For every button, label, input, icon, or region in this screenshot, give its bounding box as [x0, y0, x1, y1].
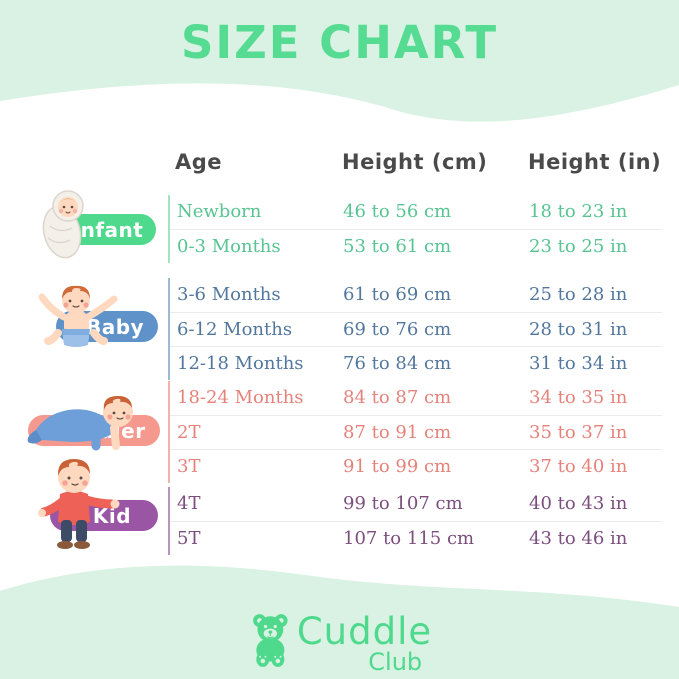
height-in-cell: 18 to 23 in — [529, 201, 628, 222]
age-cell: 6-12 Months — [177, 319, 293, 340]
age-cell: 3-6 Months — [177, 284, 281, 305]
height-cm-cell: 61 to 69 cm — [343, 284, 452, 305]
age-cell: 3T — [177, 456, 201, 477]
table-header-row: Age Height (cm) Height (in) — [175, 150, 668, 174]
table-row: 4T 99 to 107 cm 40 to 43 in — [170, 487, 662, 521]
height-cm-cell: 91 to 99 cm — [343, 456, 452, 477]
table-row: 3T 91 to 99 cm 37 to 40 in — [170, 449, 662, 483]
bottom-wave-decoration — [0, 565, 679, 679]
infant-rows-group: Newborn 46 to 56 cm 18 to 23 in 0-3 Mont… — [168, 195, 662, 263]
height-in-cell: 31 to 34 in — [529, 353, 628, 374]
age-cell: 4T — [177, 493, 201, 514]
age-cell: 18-24 Months — [177, 387, 304, 408]
height-cm-cell: 46 to 56 cm — [343, 201, 452, 222]
column-header-age: Age — [175, 150, 223, 174]
baby-icon — [38, 285, 118, 347]
swaddled-newborn-icon — [42, 190, 84, 259]
brand-name-line1: Cuddle — [296, 610, 433, 653]
table-row: 18-24 Months 84 to 87 cm 34 to 35 in — [170, 381, 662, 415]
height-in-cell: 25 to 28 in — [529, 284, 628, 305]
height-in-cell: 43 to 46 in — [529, 528, 628, 549]
height-in-cell: 40 to 43 in — [529, 493, 628, 514]
toddler-rows-group: 18-24 Months 84 to 87 cm 34 to 35 in 2T … — [168, 381, 662, 483]
height-in-cell: 37 to 40 in — [529, 456, 628, 477]
height-cm-cell: 99 to 107 cm — [343, 493, 463, 514]
age-cell: 12-18 Months — [177, 353, 304, 374]
age-cell: 0-3 Months — [177, 236, 281, 257]
teddy-bear-icon — [252, 614, 288, 667]
column-header-height-cm: Height (cm) — [342, 150, 488, 174]
height-cm-cell: 53 to 61 cm — [343, 236, 452, 257]
brand-name-line2: Club — [368, 648, 423, 676]
page-title: SIZE CHART — [180, 16, 499, 69]
height-cm-cell: 87 to 91 cm — [343, 422, 452, 443]
age-cell: 5T — [177, 528, 201, 549]
table-row: 6-12 Months 69 to 76 cm 28 to 31 in — [170, 312, 662, 346]
age-cell: 2T — [177, 422, 201, 443]
height-cm-cell: 69 to 76 cm — [343, 319, 452, 340]
table-row: 5T 107 to 115 cm 43 to 46 in — [170, 521, 662, 555]
height-in-cell: 28 to 31 in — [529, 319, 628, 340]
height-cm-cell: 107 to 115 cm — [343, 528, 475, 549]
brand-name: Cuddle Club — [296, 610, 433, 676]
toddler-icon — [27, 396, 133, 451]
table-row: Newborn 46 to 56 cm 18 to 23 in — [170, 195, 662, 229]
baby-rows-group: 3-6 Months 61 to 69 cm 25 to 28 in 6-12 … — [168, 278, 662, 380]
table-row: 2T 87 to 91 cm 35 to 37 in — [170, 415, 662, 449]
table-row: 12-18 Months 76 to 84 cm 31 to 34 in — [170, 346, 662, 380]
top-wave-decoration — [0, 0, 679, 122]
height-in-cell: 34 to 35 in — [529, 387, 628, 408]
height-in-cell: 35 to 37 in — [529, 422, 628, 443]
table-row: 3-6 Months 61 to 69 cm 25 to 28 in — [170, 278, 662, 312]
height-cm-cell: 76 to 84 cm — [343, 353, 452, 374]
brand-logo: Cuddle Club — [247, 612, 432, 674]
height-cm-cell: 84 to 87 cm — [343, 387, 452, 408]
column-header-height-in: Height (in) — [528, 150, 662, 174]
kid-icon — [38, 459, 120, 549]
kid-rows-group: 4T 99 to 107 cm 40 to 43 in 5T 107 to 11… — [168, 487, 662, 555]
age-cell: Newborn — [177, 201, 262, 222]
height-in-cell: 23 to 25 in — [529, 236, 628, 257]
table-row: 0-3 Months 53 to 61 cm 23 to 25 in — [170, 229, 662, 263]
